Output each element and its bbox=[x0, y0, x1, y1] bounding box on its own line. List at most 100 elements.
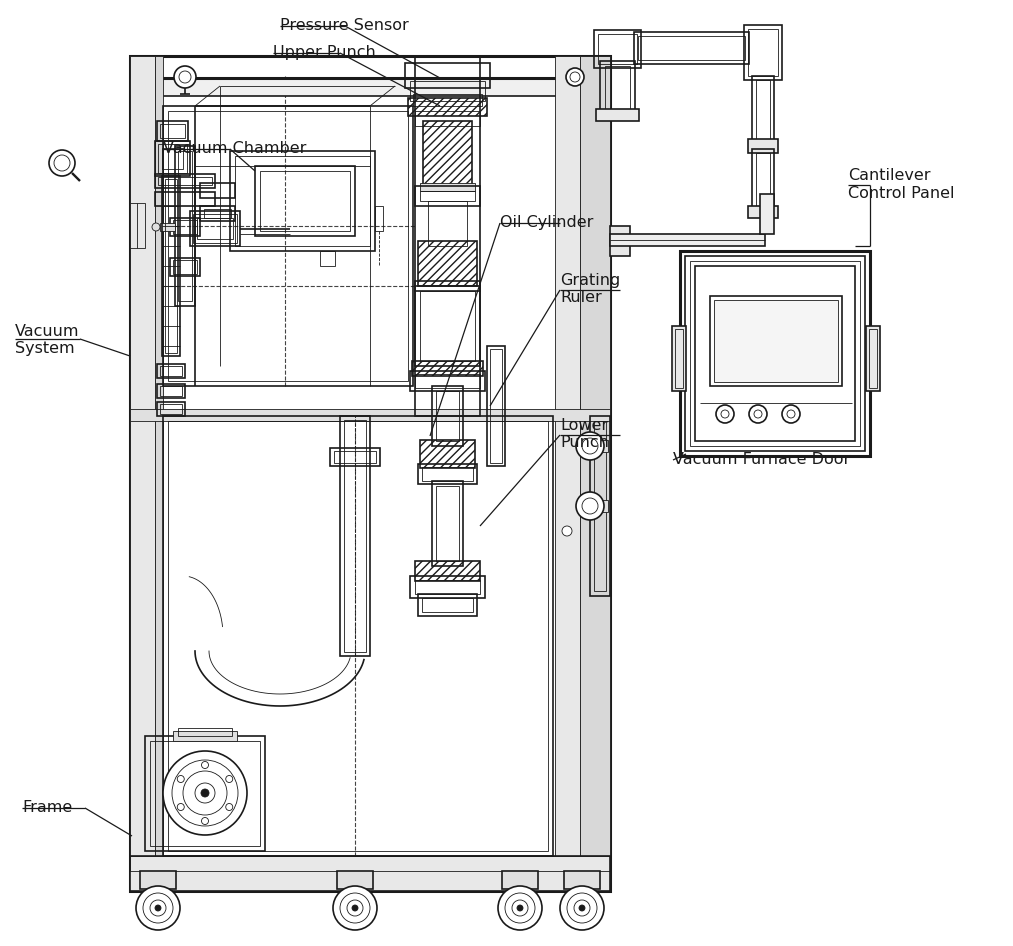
Bar bbox=[675, 329, 683, 388]
Text: Vacuum: Vacuum bbox=[15, 324, 79, 339]
Bar bbox=[412, 361, 483, 376]
Bar bbox=[487, 346, 505, 466]
Bar bbox=[163, 416, 553, 856]
Bar bbox=[598, 34, 637, 64]
Bar bbox=[197, 218, 233, 239]
Bar bbox=[130, 78, 610, 96]
Circle shape bbox=[226, 776, 233, 782]
Bar bbox=[230, 151, 375, 251]
Bar bbox=[170, 218, 200, 236]
Circle shape bbox=[333, 886, 377, 930]
Circle shape bbox=[562, 526, 572, 536]
Bar bbox=[555, 56, 580, 891]
Bar bbox=[173, 260, 197, 274]
Bar bbox=[685, 256, 865, 451]
Bar bbox=[756, 80, 770, 142]
Circle shape bbox=[194, 783, 215, 803]
Circle shape bbox=[136, 886, 180, 930]
Bar bbox=[410, 576, 485, 598]
Circle shape bbox=[152, 223, 160, 231]
Bar bbox=[410, 371, 485, 391]
Bar bbox=[168, 111, 408, 381]
Bar bbox=[752, 149, 774, 211]
Bar bbox=[580, 440, 594, 452]
Bar bbox=[415, 111, 480, 126]
Bar bbox=[594, 440, 608, 452]
Text: Pressure Sensor: Pressure Sensor bbox=[280, 19, 409, 33]
Circle shape bbox=[721, 410, 729, 418]
Circle shape bbox=[579, 905, 585, 911]
Bar bbox=[193, 214, 237, 243]
Text: Lower: Lower bbox=[560, 418, 608, 433]
Bar bbox=[418, 241, 477, 286]
Bar bbox=[255, 166, 355, 236]
Bar bbox=[413, 94, 482, 106]
Bar bbox=[157, 121, 188, 141]
Circle shape bbox=[582, 438, 598, 454]
Bar bbox=[422, 598, 473, 612]
Circle shape bbox=[512, 900, 528, 916]
Bar bbox=[130, 203, 145, 248]
Bar bbox=[158, 177, 212, 185]
Bar bbox=[420, 191, 475, 201]
Bar bbox=[436, 486, 459, 561]
Bar bbox=[866, 326, 880, 391]
Bar bbox=[695, 266, 855, 441]
Bar bbox=[420, 440, 475, 468]
Circle shape bbox=[498, 886, 542, 930]
Bar bbox=[418, 464, 477, 484]
Bar bbox=[168, 421, 548, 851]
Circle shape bbox=[560, 886, 604, 930]
Bar bbox=[170, 258, 200, 276]
Circle shape bbox=[582, 498, 598, 514]
Bar bbox=[155, 174, 215, 188]
Bar bbox=[150, 741, 260, 846]
Bar bbox=[160, 386, 182, 396]
Bar bbox=[155, 141, 190, 176]
Circle shape bbox=[787, 410, 795, 418]
Bar bbox=[405, 63, 490, 88]
Circle shape bbox=[150, 900, 166, 916]
Circle shape bbox=[566, 68, 585, 86]
Circle shape bbox=[155, 905, 161, 911]
Circle shape bbox=[49, 150, 75, 176]
Bar bbox=[375, 206, 383, 231]
Bar bbox=[162, 176, 180, 356]
Bar bbox=[605, 66, 630, 111]
Text: Oil Cylinder: Oil Cylinder bbox=[500, 216, 594, 231]
Circle shape bbox=[576, 492, 604, 520]
Bar bbox=[260, 171, 350, 231]
Circle shape bbox=[352, 905, 358, 911]
Circle shape bbox=[163, 751, 247, 835]
Text: Grating: Grating bbox=[560, 273, 620, 289]
Bar bbox=[638, 36, 745, 60]
Circle shape bbox=[143, 893, 173, 923]
Bar bbox=[204, 209, 231, 218]
Bar bbox=[415, 561, 480, 581]
Circle shape bbox=[202, 762, 209, 768]
Bar bbox=[580, 500, 594, 512]
Bar bbox=[490, 349, 502, 463]
Bar bbox=[145, 736, 265, 851]
Bar bbox=[594, 30, 641, 68]
Bar bbox=[130, 56, 610, 891]
Circle shape bbox=[716, 405, 734, 423]
Bar bbox=[752, 76, 774, 146]
Circle shape bbox=[570, 72, 580, 82]
Bar bbox=[502, 871, 538, 889]
Bar bbox=[418, 594, 477, 616]
Text: Punch: Punch bbox=[560, 435, 609, 450]
Circle shape bbox=[226, 803, 233, 811]
Bar bbox=[157, 364, 185, 378]
Bar bbox=[436, 391, 459, 441]
Bar bbox=[760, 194, 774, 234]
Text: Frame: Frame bbox=[22, 800, 72, 815]
Circle shape bbox=[177, 776, 184, 782]
Bar bbox=[155, 192, 215, 206]
Bar bbox=[415, 186, 480, 206]
Bar bbox=[408, 98, 487, 116]
Bar bbox=[320, 251, 335, 266]
Bar bbox=[710, 296, 842, 386]
Bar bbox=[130, 56, 155, 891]
Bar bbox=[415, 281, 480, 291]
